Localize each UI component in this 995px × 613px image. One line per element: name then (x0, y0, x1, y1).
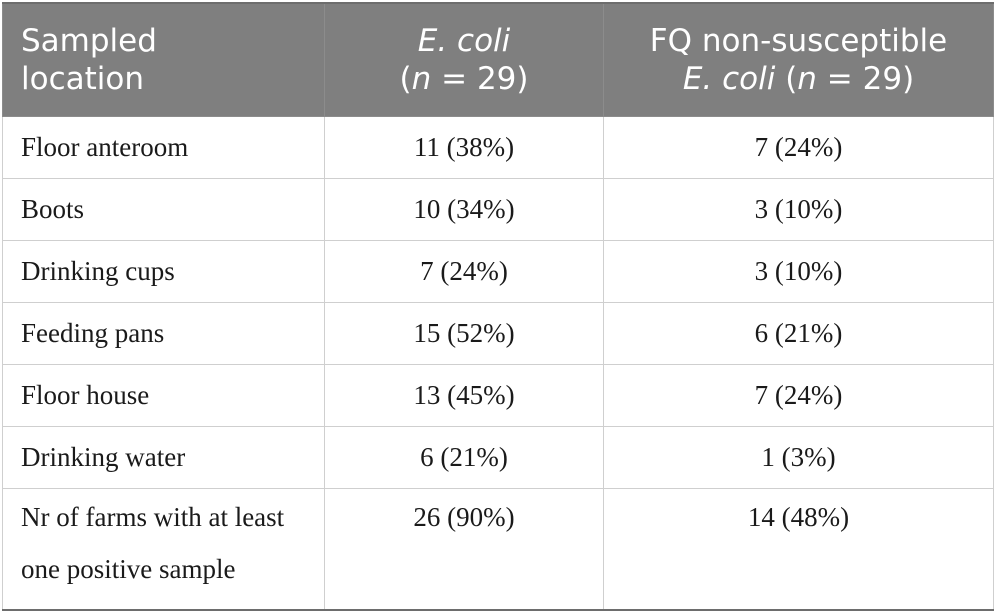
table-row: Floor anteroom 11 (38%) 7 (24%) (2, 116, 994, 179)
cell-ecoli: 10 (34%) (324, 178, 604, 241)
header-col1-line1: Sampled (21, 23, 157, 59)
table-row: Drinking water 6 (21%) 1 (3%) (2, 426, 994, 489)
table-body: Floor anteroom 11 (38%) 7 (24%) Boots 10… (2, 116, 994, 611)
cell-fq: 7 (24%) (603, 364, 994, 427)
cell-fq: 14 (48%) (603, 488, 994, 611)
table-row: Nr of farms with at least one positive s… (2, 488, 994, 611)
header-col2-line1: E. coli (417, 23, 511, 59)
header-col3-ecoli: E. coli (682, 61, 776, 97)
header-col3-open: ( (775, 61, 798, 97)
cell-location: Drinking cups (2, 240, 325, 303)
header-col2-open: ( (399, 61, 412, 97)
cell-fq: 7 (24%) (603, 116, 994, 179)
cell-location: Floor anteroom (2, 116, 325, 179)
header-sampled-location: Sampled location (2, 2, 325, 117)
table-row: Feeding pans 15 (52%) 6 (21%) (2, 302, 994, 365)
cell-ecoli: 7 (24%) (324, 240, 604, 303)
cell-ecoli: 6 (21%) (324, 426, 604, 489)
cell-location: Feeding pans (2, 302, 325, 365)
header-row: Sampled location E. coli (n = 29) FQ non… (2, 2, 994, 117)
cell-fq: 1 (3%) (603, 426, 994, 489)
header-col2-n: n (411, 61, 432, 97)
table-row: Boots 10 (34%) 3 (10%) (2, 178, 994, 241)
header-col3-n: n (797, 61, 817, 97)
header-col3-line1: FQ non-susceptible (649, 23, 948, 59)
cell-ecoli: 26 (90%) (324, 488, 604, 611)
cell-fq: 6 (21%) (603, 302, 994, 365)
header-col1-line2: location (21, 61, 145, 97)
cell-location: Floor house (2, 364, 325, 427)
cell-ecoli: 15 (52%) (324, 302, 604, 365)
header-col2-rest: = 29) (431, 61, 529, 97)
header-fq-ecoli: FQ non-susceptible E. coli (n = 29) (603, 2, 994, 117)
header-col3-rest: = 29) (816, 61, 915, 97)
cell-fq: 3 (10%) (603, 240, 994, 303)
table-row: Floor house 13 (45%) 7 (24%) (2, 364, 994, 427)
cell-location: Drinking water (2, 426, 325, 489)
cell-location: Nr of farms with at least one positive s… (2, 488, 325, 611)
cell-ecoli: 13 (45%) (324, 364, 604, 427)
table-header: Sampled location E. coli (n = 29) FQ non… (2, 2, 994, 117)
table-row: Drinking cups 7 (24%) 3 (10%) (2, 240, 994, 303)
cell-ecoli: 11 (38%) (324, 116, 604, 179)
header-ecoli: E. coli (n = 29) (324, 2, 604, 117)
cell-location: Boots (2, 178, 325, 241)
cell-fq: 3 (10%) (603, 178, 994, 241)
